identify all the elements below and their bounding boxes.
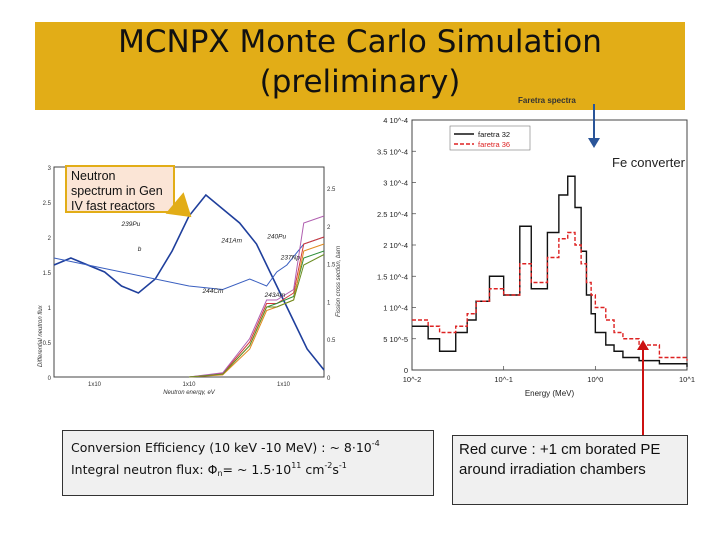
y-tick-label: 2 bbox=[48, 236, 52, 242]
plot-frame bbox=[411, 119, 688, 371]
y-tick-label: 1 bbox=[48, 306, 52, 312]
y-tick-label: 0 bbox=[48, 376, 52, 382]
curve-annotation: 243Am bbox=[264, 292, 286, 299]
faretra-spectra-chart: 0 5 10^-5 1 10^-4 1.5 10^-4 2 10^-4 2.5 10^-4… bbox=[377, 116, 695, 398]
legend-label: faretra 32 bbox=[478, 130, 510, 139]
y2-tick-label: 2 bbox=[327, 225, 331, 231]
curve-annotation: 244Cm bbox=[202, 288, 225, 295]
conversion-text: Conversion Efficiency (10 keV -10 MeV) :… bbox=[71, 440, 372, 455]
y2-tick-label: 1.5 bbox=[327, 263, 336, 269]
blue-arrow-shaft bbox=[593, 104, 595, 140]
flux-unit-exp2: -1 bbox=[338, 461, 347, 470]
conversion-line: Conversion Efficiency (10 keV -10 MeV) :… bbox=[71, 437, 425, 459]
flux-exp: 11 bbox=[291, 461, 302, 470]
red-arrow-head bbox=[637, 340, 649, 350]
x-axis-label: Neutron energy, eV bbox=[163, 390, 216, 395]
slide-title: MCNPX Monte Carlo Simulation (preliminar… bbox=[35, 22, 685, 102]
x-tick-label: 1x10 bbox=[88, 382, 102, 388]
flux-unit-exp1: -2 bbox=[324, 461, 333, 470]
title-band bbox=[35, 22, 685, 110]
title-line-2: (preliminary) bbox=[259, 64, 461, 100]
y2-tick-label: 0.5 bbox=[327, 338, 336, 344]
faretra-caption: Faretra spectra bbox=[518, 96, 576, 105]
curve-annotation: 237Np bbox=[280, 254, 301, 261]
flux-line: Integral neutron flux: Φn= ~ 1.5·1011 cm… bbox=[71, 459, 425, 481]
y2-tick-label: 0 bbox=[327, 376, 331, 382]
series-line-0 bbox=[412, 175, 688, 367]
x-tick-label: 10^-1 bbox=[494, 375, 513, 384]
series-line-2 bbox=[188, 236, 325, 378]
callout-box: Neutron spectrum in Gen IV fast reactors bbox=[65, 165, 175, 213]
fe-converter-note: Fe converter bbox=[612, 155, 685, 170]
y-tick-label: 1 10^-4 bbox=[383, 304, 408, 313]
conversion-exp: -4 bbox=[371, 439, 380, 448]
flux-unit-s: s bbox=[332, 462, 339, 477]
y-tick-label: 2.5 10^-4 bbox=[377, 210, 408, 219]
x-axis-label: Energy (MeV) bbox=[525, 389, 575, 398]
series-line-4 bbox=[188, 243, 325, 378]
y-tick-label: 5 10^-5 bbox=[383, 335, 408, 344]
y-tick-label: 0.5 bbox=[43, 341, 52, 347]
legend-box bbox=[449, 125, 531, 151]
title-line-1: MCNPX Monte Carlo Simulation bbox=[118, 24, 602, 60]
curve-annotation: 240Pu bbox=[266, 233, 286, 240]
flux-text: Integral neutron flux: Φ bbox=[71, 462, 218, 477]
y-tick-label: 3 10^-4 bbox=[383, 179, 408, 188]
blue-arrow-head bbox=[588, 138, 600, 148]
red-arrow-shaft bbox=[642, 348, 644, 436]
series-line-6 bbox=[188, 254, 325, 378]
y-tick-label: 2 10^-4 bbox=[383, 241, 408, 250]
curve-annotation: 241Am bbox=[220, 238, 242, 245]
y-tick-label: 2.5 bbox=[43, 201, 52, 207]
red-curve-note-box: Red curve : +1 cm borated PE around irra… bbox=[452, 435, 688, 505]
series-line-5 bbox=[188, 215, 325, 378]
y-tick-label: 3 bbox=[48, 166, 52, 172]
curve-annotation: 239Pu bbox=[121, 221, 141, 228]
y2-tick-label: 2.5 bbox=[327, 187, 336, 193]
y-tick-label: 1.5 bbox=[43, 271, 52, 277]
y-tick-label: 1.5 10^-4 bbox=[377, 272, 408, 281]
y-axis-label: Differential neutron flux bbox=[38, 304, 44, 367]
curve-annotation: b bbox=[138, 246, 142, 253]
series-line-1 bbox=[53, 236, 325, 291]
x-tick-label: 1x10 bbox=[182, 382, 196, 388]
x-tick-label: 10^-2 bbox=[403, 375, 422, 384]
y-tick-label: 3.5 10^-4 bbox=[377, 147, 408, 156]
series-line-0 bbox=[53, 193, 325, 371]
x-tick-label: 10^1 bbox=[679, 375, 695, 384]
x-tick-label: 10^0 bbox=[587, 375, 603, 384]
conversion-efficiency-box: Conversion Efficiency (10 keV -10 MeV) :… bbox=[62, 430, 434, 496]
legend-label: faretra 36 bbox=[478, 140, 510, 149]
y2-axis-label: Fission cross section, barn bbox=[336, 245, 342, 317]
flux-mid: = ~ 1.5·10 bbox=[222, 462, 292, 477]
y-tick-label: 4 10^-4 bbox=[383, 116, 408, 125]
y2-tick-label: 1 bbox=[327, 300, 331, 306]
x-tick-label: 1x10 bbox=[277, 382, 291, 388]
flux-unit: cm bbox=[301, 462, 325, 477]
flux-sub: n bbox=[217, 469, 223, 478]
y-tick-label: 0 bbox=[404, 366, 408, 375]
